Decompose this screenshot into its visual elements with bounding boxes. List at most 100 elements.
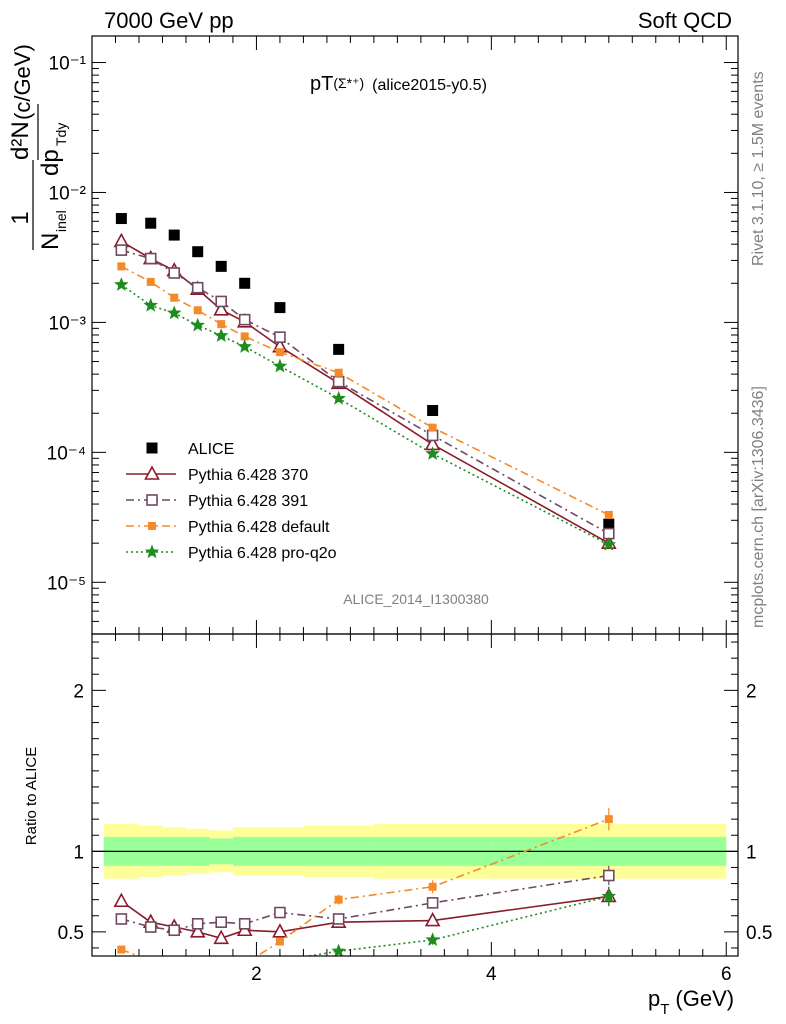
data-point: [603, 518, 615, 530]
svg-text:(c/GeV): (c/GeV): [10, 44, 35, 120]
legend-entry: Pythia 6.428 pro-q2o: [126, 544, 337, 562]
ratio-point: [168, 924, 181, 937]
ratio-y-tick-label-right: 0.5: [746, 923, 772, 944]
ratio-y-tick-label-right: 2: [746, 681, 757, 702]
data-point: [272, 358, 288, 373]
ratio-point: [274, 906, 286, 919]
y-tick-label: 10⁻¹: [49, 54, 87, 75]
legend-entry: Pythia 6.428 default: [126, 519, 330, 536]
ratio-series-layer: [113, 807, 617, 978]
ratio-point: [602, 869, 615, 882]
ratio-y-tick-label: 2: [73, 681, 84, 702]
legend-label: Pythia 6.428 391: [188, 493, 308, 510]
data-point: [238, 313, 251, 326]
legend-marker: [144, 465, 160, 480]
series-line: [121, 249, 610, 535]
ratio-point: [239, 958, 251, 970]
ratio-point: [217, 962, 225, 970]
ratio-series-3: [115, 886, 617, 978]
data-point: [331, 390, 346, 405]
ratio-point: [601, 888, 617, 903]
y-tick-label: 10⁻⁴: [47, 443, 86, 464]
ratio-point: [194, 960, 202, 968]
group-label: Soft QCD: [638, 8, 732, 33]
legend-marker: [146, 442, 158, 454]
data-point: [275, 348, 284, 357]
ratio-point: [189, 923, 206, 938]
data-point: [215, 295, 227, 308]
data-point: [427, 404, 439, 416]
data-point: [170, 293, 179, 302]
series-4: [114, 277, 617, 551]
ratio-point: [115, 958, 127, 970]
ratio-point: [424, 911, 441, 927]
svg-text:N: N: [37, 233, 64, 250]
data-point: [115, 213, 127, 225]
data-point: [274, 331, 286, 343]
legend-label: Pythia 6.428 pro-q2o: [188, 545, 337, 562]
ratio-point: [191, 917, 204, 930]
ratio-point: [604, 815, 613, 824]
series-0: [115, 213, 615, 530]
ratio-point: [168, 966, 180, 978]
data-point: [215, 260, 227, 272]
data-point: [425, 446, 440, 460]
data-point: [237, 339, 252, 353]
svg-text:1: 1: [7, 211, 34, 224]
ratio-point: [215, 916, 227, 928]
main-y-axis-label: 1 N inel d²N dp Tdy (c/GeV): [7, 44, 69, 250]
ratio-frame: [91, 633, 739, 957]
series-line: [120, 265, 610, 516]
ratio-point: [334, 895, 343, 904]
y-tick-label: 10⁻²: [49, 183, 87, 204]
legend-entry: Pythia 6.428 391: [126, 493, 308, 510]
legend-marker: [148, 522, 156, 530]
ratio-y-tick-label-right: 1: [746, 842, 757, 863]
series-3: [117, 262, 613, 519]
data-point: [333, 343, 345, 355]
ratio-series-line: [120, 895, 609, 940]
ratio-point: [275, 937, 284, 946]
ratio-point: [113, 892, 130, 908]
ratio-series-0: [113, 886, 617, 945]
svg-text:inel: inel: [53, 210, 69, 232]
ratio-point: [145, 966, 157, 978]
legend-entry: ALICE: [146, 441, 234, 458]
ratio-series-1: [115, 865, 615, 937]
legend-entry: Pythia 6.428 370: [126, 465, 308, 484]
data-point: [239, 277, 251, 289]
data-point: [428, 423, 437, 432]
data-point: [168, 267, 181, 279]
ratio-point: [147, 957, 155, 965]
data-point: [240, 332, 249, 341]
data-point: [334, 368, 343, 377]
ratio-point: [426, 897, 439, 909]
ratio-y-axis-label: Ratio to ALICE: [23, 747, 40, 845]
mcplots-label: mcplots.cern.ch [arXiv:1306.3436]: [750, 386, 767, 628]
legend-marker: [146, 494, 158, 506]
data-point: [274, 302, 286, 314]
legend: ALICE Pythia 6.428 370 Pythia 6.428 391 Pyt…: [126, 441, 337, 562]
data-point: [146, 277, 155, 286]
data-point: [143, 297, 158, 312]
data-point: [213, 328, 229, 342]
data-point: [426, 429, 439, 442]
legend-label: Pythia 6.428 default: [188, 519, 330, 536]
ratio-series-line: [121, 874, 609, 932]
x-axis-label: pT (GeV): [648, 986, 734, 1018]
energy-label: 7000 GeV pp: [104, 8, 234, 33]
analysis-id-label: ALICE_2014_I1300380: [343, 591, 489, 607]
axes-layer: 10⁻¹ 10⁻² 10⁻³ 10⁻⁴ 10⁻⁵ 2 4 6 0.5 0.5 1 1 2 2: [47, 35, 772, 985]
ratio-point: [144, 921, 157, 933]
ratio-point: [170, 960, 178, 968]
x-tick-label: 2: [251, 964, 262, 985]
ratio-point: [213, 929, 230, 945]
ratio-series-2: [117, 807, 613, 970]
data-point: [190, 317, 205, 332]
main-series-layer: [113, 213, 617, 551]
data-point: [601, 536, 617, 551]
data-point: [145, 217, 157, 229]
data-point: [213, 301, 230, 316]
ratio-point: [428, 882, 437, 891]
